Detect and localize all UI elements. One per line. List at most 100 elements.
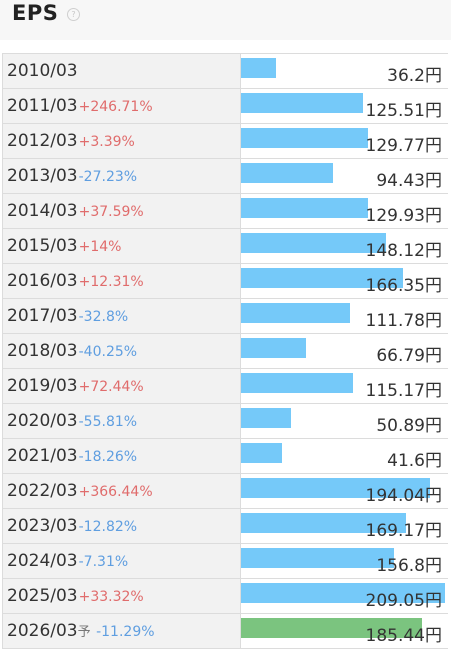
period-cell: 2022/03+366.44% xyxy=(2,473,241,509)
change-percent: +33.32% xyxy=(78,589,144,605)
period-label: 2022/03 xyxy=(7,481,78,501)
period-label: 2023/03 xyxy=(7,516,78,536)
period-cell: 2013/03-27.23% xyxy=(2,158,241,194)
period-cell: 2025/03+33.32% xyxy=(2,578,241,614)
bar-cell: 41.6円 xyxy=(240,438,448,474)
period-cell: 2026/03予 -11.29% xyxy=(2,613,241,649)
eps-bar xyxy=(241,338,306,358)
eps-bar xyxy=(241,548,394,568)
period-label: 2018/03 xyxy=(7,341,78,361)
bar-cell: 50.89円 xyxy=(240,403,448,439)
period-cell: 2012/03+3.39% xyxy=(2,123,241,159)
eps-value: 36.2円 xyxy=(387,66,442,86)
table-row: 2013/03-27.23% 94.43円 xyxy=(2,158,448,194)
period-label: 2011/03 xyxy=(7,96,78,116)
bar-cell: 36.2円 xyxy=(240,53,448,89)
bar-cell: 129.93円 xyxy=(240,193,448,229)
bar-cell: 169.17円 xyxy=(240,508,448,544)
table-row: 2026/03予 -11.29% 185.44円 xyxy=(2,613,448,649)
eps-value: 111.78円 xyxy=(365,311,442,331)
bar-cell: 185.44円 xyxy=(240,613,448,649)
bar-cell: 125.51円 xyxy=(240,88,448,124)
period-label: 2010/03 xyxy=(7,61,78,81)
bar-cell: 66.79円 xyxy=(240,333,448,369)
bar-cell: 94.43円 xyxy=(240,158,448,194)
eps-value: 66.79円 xyxy=(376,346,442,366)
eps-bar xyxy=(241,233,386,253)
eps-bar xyxy=(241,618,422,638)
period-label: 2026/03 xyxy=(7,621,78,641)
eps-bar xyxy=(241,513,406,533)
period-cell: 2014/03+37.59% xyxy=(2,193,241,229)
eps-bar xyxy=(241,93,363,113)
table-row: 2011/03+246.71% 125.51円 xyxy=(2,88,448,124)
eps-value: 129.77円 xyxy=(365,136,442,156)
change-percent: -40.25% xyxy=(78,344,138,360)
eps-value: 169.17円 xyxy=(365,521,442,541)
eps-value: 94.43円 xyxy=(376,171,442,191)
eps-bar xyxy=(241,408,291,428)
change-percent: -11.29% xyxy=(91,624,155,640)
period-cell: 2023/03-12.82% xyxy=(2,508,241,544)
period-label: 2017/03 xyxy=(7,306,78,326)
change-percent: +37.59% xyxy=(78,204,144,220)
forecast-mark: 予 xyxy=(77,625,91,640)
bar-cell: 156.8円 xyxy=(240,543,448,579)
eps-value: 129.93円 xyxy=(365,206,442,226)
change-percent: -18.26% xyxy=(78,449,138,465)
header: EPS ? xyxy=(0,0,451,40)
period-label: 2016/03 xyxy=(7,271,78,291)
period-label: 2021/03 xyxy=(7,446,78,466)
help-icon[interactable]: ? xyxy=(67,8,80,21)
table-row: 2019/03+72.44% 115.17円 xyxy=(2,368,448,404)
change-percent: +12.31% xyxy=(78,274,144,290)
change-percent: +14% xyxy=(78,239,122,255)
period-cell: 2015/03+14% xyxy=(2,228,241,264)
period-cell: 2010/03 xyxy=(2,53,241,89)
change-percent: -27.23% xyxy=(78,169,138,185)
eps-bar xyxy=(241,128,368,148)
period-label: 2020/03 xyxy=(7,411,78,431)
change-percent: -7.31% xyxy=(78,554,129,570)
period-cell: 2017/03-32.8% xyxy=(2,298,241,334)
period-label: 2012/03 xyxy=(7,131,78,151)
period-cell: 2016/03+12.31% xyxy=(2,263,241,299)
period-cell: 2020/03-55.81% xyxy=(2,403,241,439)
change-percent: -12.82% xyxy=(78,519,138,535)
table-row: 2016/03+12.31% 166.35円 xyxy=(2,263,448,299)
eps-bar xyxy=(241,583,445,603)
eps-bar xyxy=(241,198,368,218)
eps-value: 194.04円 xyxy=(365,486,442,506)
table-row: 2010/03 36.2円 xyxy=(2,53,448,89)
table-row: 2025/03+33.32% 209.05円 xyxy=(2,578,448,614)
eps-value: 50.89円 xyxy=(376,416,442,436)
eps-bar xyxy=(241,478,430,498)
table-row: 2020/03-55.81% 50.89円 xyxy=(2,403,448,439)
eps-value: 148.12円 xyxy=(365,241,442,261)
change-percent: +246.71% xyxy=(78,99,153,115)
period-cell: 2011/03+246.71% xyxy=(2,88,241,124)
eps-value: 166.35円 xyxy=(365,276,442,296)
eps-bar xyxy=(241,58,276,78)
eps-value: 185.44円 xyxy=(365,626,442,646)
change-percent: -55.81% xyxy=(78,414,138,430)
bar-cell: 194.04円 xyxy=(240,473,448,509)
period-cell: 2018/03-40.25% xyxy=(2,333,241,369)
table-row: 2022/03+366.44% 194.04円 xyxy=(2,473,448,509)
bar-cell: 148.12円 xyxy=(240,228,448,264)
change-percent: +72.44% xyxy=(78,379,144,395)
eps-value: 209.05円 xyxy=(365,591,442,611)
eps-bar xyxy=(241,443,282,463)
change-percent: +366.44% xyxy=(78,484,153,500)
period-label: 2024/03 xyxy=(7,551,78,571)
table-row: 2017/03-32.8% 111.78円 xyxy=(2,298,448,334)
eps-bar xyxy=(241,373,353,393)
eps-table: 2010/03 36.2円 2011/03+246.71% 125.51円 2012/0… xyxy=(2,53,448,649)
change-percent: +3.39% xyxy=(78,134,135,150)
bar-cell: 166.35円 xyxy=(240,263,448,299)
table-row: 2023/03-12.82% 169.17円 xyxy=(2,508,448,544)
eps-value: 41.6円 xyxy=(387,451,442,471)
table-row: 2018/03-40.25% 66.79円 xyxy=(2,333,448,369)
table-row: 2015/03+14% 148.12円 xyxy=(2,228,448,264)
eps-value: 115.17円 xyxy=(365,381,442,401)
